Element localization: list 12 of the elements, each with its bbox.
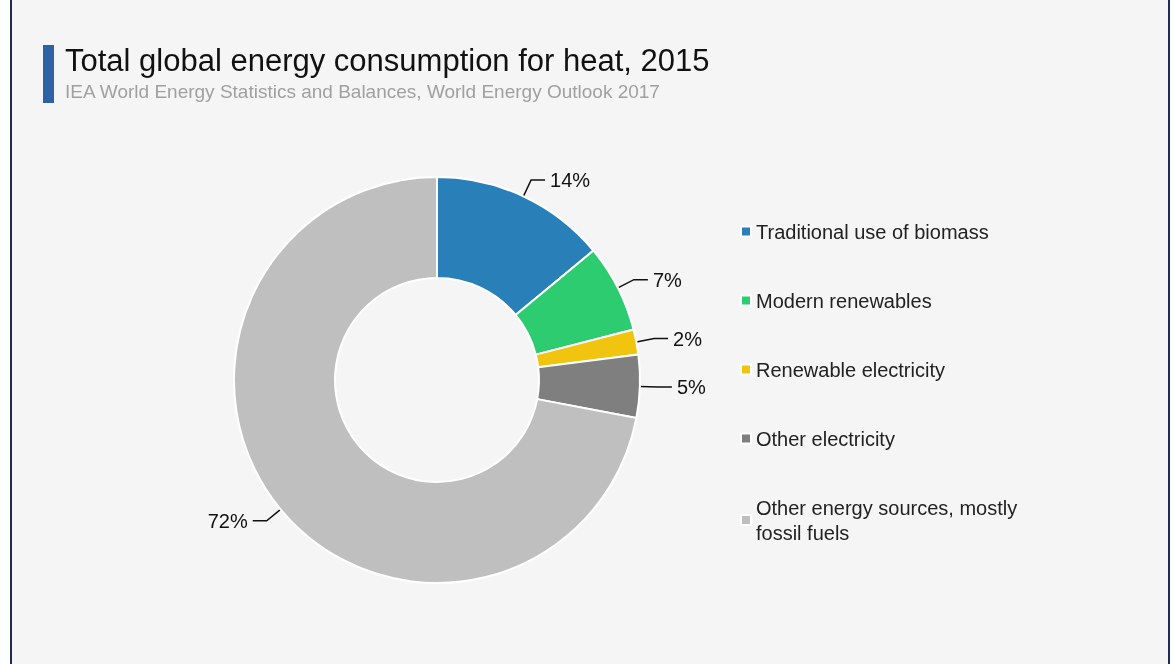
legend-label: Other electricity <box>756 427 895 450</box>
chart-subtitle: IEA World Energy Statistics and Balances, World Energy Outlook 2017 <box>65 81 660 102</box>
legend-label: Renewable electricity <box>756 358 945 381</box>
chart-title: Total global energy consumption for heat, 2015 <box>65 43 710 78</box>
data-label: 7% <box>652 268 683 291</box>
legend-label: Other energy sources, mostly fossil fuels <box>756 496 1023 544</box>
legend-label: Modern renewables <box>756 289 932 312</box>
data-label: 14% <box>550 169 591 192</box>
data-label: 5% <box>676 375 707 398</box>
data-label: 2% <box>673 327 703 350</box>
data-label: 72% <box>207 509 248 532</box>
legend-label: Traditional use of biomass <box>756 220 989 243</box>
